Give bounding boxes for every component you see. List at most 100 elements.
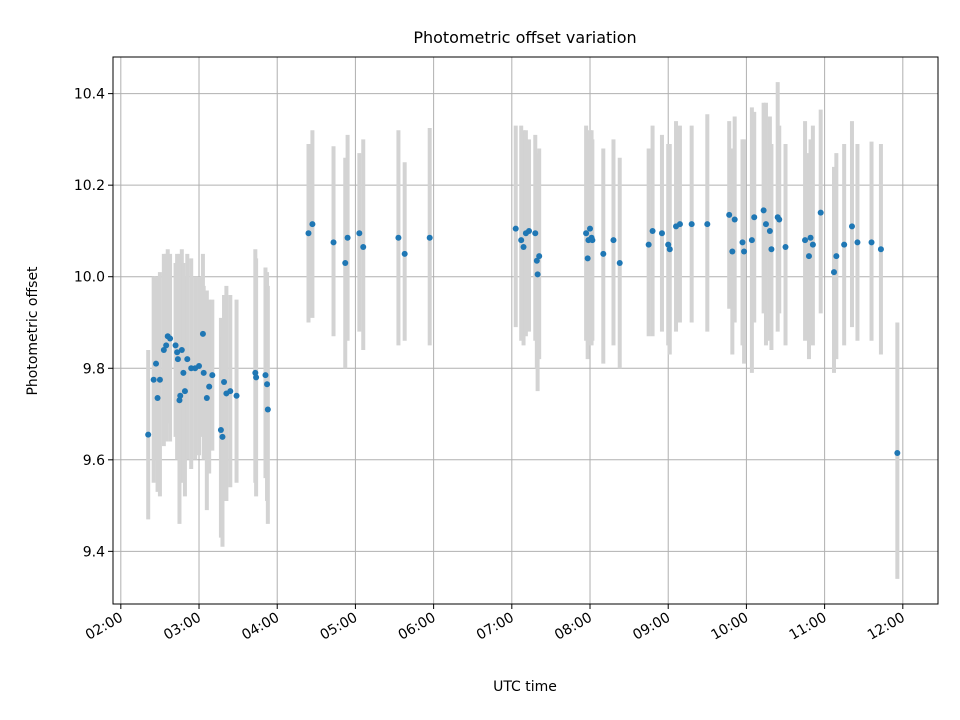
data-point — [330, 239, 337, 246]
data-point — [153, 360, 160, 367]
data-point — [264, 381, 271, 388]
data-point — [209, 372, 216, 379]
data-point — [206, 383, 213, 390]
data-point — [264, 406, 271, 413]
data-point — [342, 259, 349, 266]
data-points — [145, 207, 901, 456]
data-point — [704, 221, 711, 228]
data-point — [877, 246, 884, 253]
data-point — [665, 241, 672, 248]
data-point — [177, 392, 184, 399]
data-point — [200, 369, 207, 376]
data-point — [848, 223, 855, 230]
data-point — [401, 250, 408, 257]
data-point — [174, 356, 181, 363]
data-point — [150, 376, 157, 383]
data-point — [227, 388, 234, 395]
data-point — [760, 207, 767, 214]
data-point — [163, 342, 170, 349]
data-point — [802, 237, 809, 244]
data-point — [768, 246, 775, 253]
data-point — [583, 230, 590, 237]
y-axis-ticks: 9.4 9.6 9.8 10.0 10.2 10.4 — [74, 87, 113, 560]
data-point — [533, 257, 540, 264]
data-point — [252, 369, 259, 376]
data-point — [807, 234, 814, 241]
data-point — [726, 211, 733, 218]
data-point — [532, 230, 539, 237]
data-point — [645, 241, 652, 248]
data-point — [688, 221, 695, 228]
x-axis-label: UTC time — [493, 679, 557, 695]
data-point — [176, 397, 183, 404]
data-point — [536, 253, 543, 260]
data-point — [167, 335, 174, 342]
y-tick-label: 9.6 — [83, 453, 105, 469]
data-point — [616, 259, 623, 266]
data-point — [512, 225, 519, 232]
data-point — [395, 234, 402, 241]
data-point — [676, 221, 683, 228]
data-point — [181, 388, 188, 395]
data-point — [830, 269, 837, 276]
data-point — [233, 392, 240, 399]
data-point — [217, 427, 224, 434]
data-point — [600, 250, 607, 257]
data-point — [174, 349, 181, 356]
data-point — [145, 431, 152, 438]
y-axis-label: Photometric offset — [25, 266, 41, 396]
data-point — [160, 346, 167, 353]
data-point — [203, 395, 210, 402]
data-point — [587, 225, 594, 232]
data-point — [766, 227, 773, 234]
data-point — [805, 253, 812, 260]
data-point — [344, 234, 351, 241]
data-point — [776, 216, 783, 223]
data-point — [748, 237, 755, 244]
data-point — [739, 239, 746, 246]
data-point — [526, 227, 533, 234]
data-point — [262, 372, 269, 379]
y-tick-label: 9.4 — [83, 544, 105, 560]
data-point — [868, 239, 875, 246]
data-point — [199, 330, 206, 337]
data-point — [221, 378, 228, 385]
data-point — [658, 230, 665, 237]
data-point — [610, 237, 617, 244]
y-tick-label: 10.0 — [74, 270, 105, 286]
y-tick-label: 9.8 — [83, 361, 105, 377]
data-point — [666, 246, 673, 253]
data-point — [156, 376, 163, 383]
data-point — [833, 253, 840, 260]
data-point — [649, 227, 656, 234]
data-point — [520, 243, 527, 250]
y-tick-label: 10.2 — [74, 178, 105, 194]
plot-frame — [112, 56, 939, 605]
data-point — [731, 216, 738, 223]
data-point — [196, 362, 203, 369]
data-point — [534, 271, 541, 278]
data-point — [741, 248, 748, 255]
data-point — [751, 214, 758, 221]
data-point — [729, 248, 736, 255]
data-point — [762, 221, 769, 228]
data-point — [172, 342, 179, 349]
data-point — [253, 374, 260, 381]
data-point — [426, 234, 433, 241]
data-point — [184, 356, 191, 363]
data-point — [360, 243, 367, 250]
data-point — [589, 237, 596, 244]
data-point — [841, 241, 848, 248]
data-point — [219, 433, 226, 440]
data-point — [894, 449, 901, 456]
data-point — [782, 243, 789, 250]
data-point — [854, 239, 861, 246]
data-point — [180, 369, 187, 376]
data-point — [356, 230, 363, 237]
chart-title: Photometric offset variation — [413, 28, 636, 47]
data-point — [309, 221, 316, 228]
data-point — [178, 346, 185, 353]
data-point — [154, 395, 161, 402]
data-point — [809, 241, 816, 248]
